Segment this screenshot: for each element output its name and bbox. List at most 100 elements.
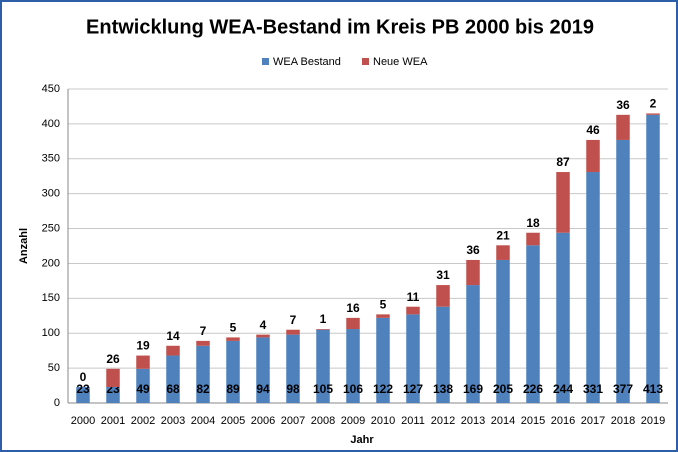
- value-label: 331: [583, 382, 603, 396]
- y-tick-label: 0: [54, 397, 60, 409]
- value-label: 4: [260, 318, 267, 332]
- bar-segment: [166, 355, 180, 403]
- value-label: 23: [76, 382, 90, 396]
- x-tick-label: 2017: [581, 415, 605, 427]
- x-tick-label: 2012: [431, 415, 455, 427]
- value-label: 5: [230, 321, 237, 335]
- value-label: 68: [166, 382, 180, 396]
- bar-segment: [346, 317, 360, 330]
- bar-segment: [376, 317, 390, 403]
- bar-segment: [106, 368, 120, 387]
- value-label: 16: [346, 301, 360, 315]
- y-tick-label: 350: [42, 153, 60, 165]
- x-tick-label: 2016: [551, 415, 575, 427]
- bar-segment: [646, 113, 660, 115]
- x-tick-label: 2018: [611, 415, 635, 427]
- bar-segment: [76, 386, 90, 403]
- bar-segment: [316, 329, 330, 330]
- bar-segment: [586, 172, 600, 403]
- value-label: 169: [463, 382, 483, 396]
- bar-segment: [406, 314, 420, 403]
- bar-segment: [496, 245, 510, 260]
- value-label: 82: [196, 382, 210, 396]
- y-tick-label: 150: [42, 292, 60, 304]
- value-label: 98: [286, 382, 300, 396]
- x-tick-label: 2019: [641, 415, 665, 427]
- bar-segment: [256, 337, 270, 403]
- y-tick-label: 300: [42, 188, 60, 200]
- value-label: 36: [616, 98, 630, 112]
- x-tick-label: 2015: [521, 415, 545, 427]
- value-label: 377: [613, 382, 633, 396]
- bar-segment: [226, 340, 240, 403]
- x-tick-label: 2007: [281, 415, 305, 427]
- x-tick-label: 2008: [311, 415, 335, 427]
- value-label: 0: [80, 370, 87, 384]
- x-tick-label: 2002: [131, 415, 155, 427]
- bar-segment: [586, 139, 600, 173]
- bar-segment: [556, 172, 570, 233]
- value-label: 7: [290, 313, 297, 327]
- value-label: 31: [436, 268, 450, 282]
- x-tick-label: 2005: [221, 415, 245, 427]
- x-tick-label: 2004: [191, 415, 215, 427]
- value-label: 2: [650, 97, 657, 111]
- value-label: 413: [643, 382, 663, 396]
- bar-segment: [106, 386, 120, 403]
- y-tick-label: 450: [42, 83, 60, 95]
- x-axis-label: Jahr: [350, 434, 374, 446]
- value-label: 122: [373, 382, 393, 396]
- value-label: 5: [380, 298, 387, 312]
- x-tick-label: 2003: [161, 415, 185, 427]
- bar-segment: [436, 306, 450, 403]
- x-tick-label: 2000: [71, 415, 95, 427]
- value-label: 127: [403, 382, 423, 396]
- value-label: 19: [136, 339, 150, 353]
- bar-segment: [616, 139, 630, 403]
- y-tick-label: 50: [48, 362, 60, 374]
- value-label: 205: [493, 382, 513, 396]
- value-label: 11: [407, 290, 420, 304]
- value-label: 89: [226, 382, 240, 396]
- x-tick-label: 2009: [341, 415, 365, 427]
- chart-title: Entwicklung WEA-Bestand im Kreis PB 2000…: [86, 16, 594, 38]
- y-tick-label: 200: [42, 257, 60, 269]
- bar-segment: [526, 232, 540, 246]
- bar-segment: [136, 368, 150, 403]
- value-label: 36: [466, 243, 480, 257]
- x-tick-label: 2006: [251, 415, 275, 427]
- bar-segment: [256, 334, 270, 338]
- bar-segment: [556, 232, 570, 403]
- legend-label: Neue WEA: [373, 56, 428, 68]
- value-label: 105: [313, 382, 333, 396]
- legend-swatch: [362, 58, 369, 65]
- bar-segment: [166, 345, 180, 356]
- x-tick-label: 2011: [401, 415, 425, 427]
- bar-segment: [646, 114, 660, 403]
- value-label: 14: [166, 329, 180, 343]
- bar-segment: [376, 314, 390, 318]
- value-label: 87: [556, 155, 570, 169]
- value-label: 46: [586, 123, 600, 137]
- bar-segment: [406, 306, 420, 315]
- x-tick-label: 2013: [461, 415, 485, 427]
- y-tick-label: 250: [42, 222, 60, 234]
- bar-segment: [316, 329, 330, 403]
- bar-segment: [286, 334, 300, 403]
- value-label: 49: [136, 382, 150, 396]
- value-label: 18: [526, 216, 540, 230]
- bar-segment: [436, 285, 450, 307]
- bar-segment: [286, 329, 300, 335]
- legend-swatch: [262, 58, 269, 65]
- bar-segment: [466, 285, 480, 403]
- value-label: 106: [343, 382, 363, 396]
- value-label: 21: [496, 228, 510, 242]
- bar-segment: [196, 340, 210, 346]
- x-tick-label: 2010: [371, 415, 395, 427]
- bar-segment: [466, 259, 480, 286]
- value-label: 1: [320, 312, 327, 326]
- value-label: 94: [256, 382, 270, 396]
- value-label: 26: [106, 352, 120, 366]
